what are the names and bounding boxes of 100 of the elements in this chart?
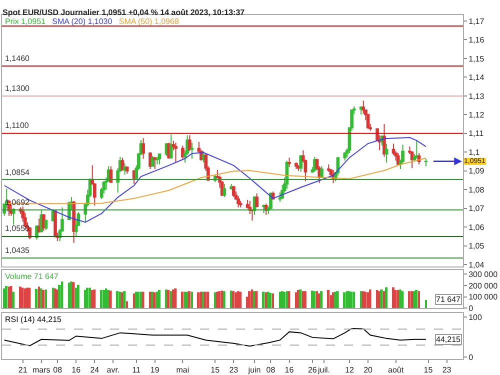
candlestick	[222, 184, 226, 198]
bar	[42, 290, 45, 308]
candlestick	[123, 162, 126, 176]
series-label: Volume 71 647	[5, 272, 59, 281]
bar	[191, 292, 193, 308]
bar	[385, 287, 388, 308]
bar	[5, 286, 8, 308]
x-tick-label: 08	[53, 366, 63, 375]
bar	[8, 286, 10, 308]
y-tick-label: 0	[468, 304, 474, 313]
y-tick-label: 300 000	[468, 270, 498, 279]
bar	[184, 292, 186, 308]
bar	[401, 291, 404, 308]
x-tick-label: 11	[132, 366, 142, 375]
bar	[302, 291, 304, 308]
bar	[283, 292, 286, 308]
candlestick	[10, 204, 13, 216]
bar	[156, 292, 158, 308]
candlestick	[54, 210, 57, 238]
bar	[28, 288, 31, 308]
bar	[137, 292, 140, 308]
x-tick-label: 24	[90, 366, 100, 375]
bar	[188, 291, 191, 308]
bar	[408, 291, 411, 308]
y-tick-label: 1,17	[468, 16, 485, 26]
y-tick-label: 1,07	[468, 204, 485, 214]
candlestick	[44, 219, 48, 230]
text: RSI (14) 44,215	[5, 315, 62, 324]
bar	[153, 292, 156, 308]
candlestick	[153, 156, 157, 170]
candlestick	[72, 200, 76, 244]
candlestick	[320, 166, 324, 178]
candlestick	[238, 200, 242, 208]
bar	[197, 292, 200, 308]
bar	[133, 293, 135, 308]
x-tick-label: 16	[284, 366, 294, 375]
y-tick-label: 1,1	[468, 148, 480, 157]
ref-line-label: 1,1300	[5, 84, 30, 93]
ref-line-label: 1,0435	[5, 246, 30, 255]
bar	[45, 289, 47, 308]
bar	[58, 284, 61, 308]
bar	[158, 290, 160, 308]
bar	[77, 284, 80, 308]
bar	[320, 291, 323, 308]
y-tick-label: 100	[468, 313, 482, 322]
bar	[353, 292, 356, 308]
bar	[21, 288, 24, 308]
bar	[116, 291, 119, 308]
candlestick	[232, 185, 236, 198]
bar	[10, 286, 12, 308]
bar	[369, 289, 372, 308]
bar	[235, 292, 237, 308]
candlestick	[190, 142, 194, 160]
bar	[174, 288, 177, 308]
bar	[52, 288, 54, 308]
bar	[286, 291, 288, 308]
bar	[72, 282, 75, 308]
y-tick-label: 1,08	[468, 185, 485, 194]
bar	[109, 290, 112, 308]
candlestick	[142, 138, 145, 160]
bar	[89, 288, 91, 308]
text: SMA (20) 1,1030	[52, 17, 113, 26]
bar	[411, 291, 413, 308]
bar	[272, 293, 274, 308]
line-series	[4, 328, 426, 347]
x-tick-label: 26	[308, 366, 318, 375]
bar	[38, 286, 40, 308]
x-tick-label: 21	[18, 366, 28, 375]
bar	[364, 292, 367, 308]
bar	[360, 291, 362, 308]
ref-line-label: 1,1100	[5, 121, 30, 130]
bar	[218, 291, 221, 308]
bar	[103, 290, 105, 308]
candlestick	[424, 158, 428, 167]
candlestick	[236, 196, 240, 208]
y-tick-label: 1,04	[468, 260, 485, 270]
candlestick	[156, 156, 159, 165]
bar	[239, 292, 242, 308]
x-tick-label: mai	[176, 366, 190, 375]
text: Prix 1,0951	[5, 17, 46, 26]
x-tick-label: mars	[32, 366, 50, 375]
line-series	[4, 137, 426, 223]
candlestick	[109, 166, 113, 184]
x-tick-label: avr.	[106, 366, 120, 375]
candlestick	[396, 152, 400, 165]
y-tick-label: 200 000	[468, 281, 498, 290]
annotation: 71 647	[436, 295, 462, 304]
x-tick-label: 16	[72, 366, 82, 375]
y-tick-label: 1,12	[468, 110, 485, 120]
x-tick-label: 20	[364, 366, 374, 375]
candlestick	[343, 152, 347, 162]
bar	[316, 291, 318, 308]
bar	[299, 289, 302, 308]
y-tick-label: 0	[468, 352, 474, 362]
bar	[418, 291, 420, 308]
candlestick	[326, 164, 330, 172]
annotation: 44,215	[436, 335, 462, 344]
y-tick-label: 1,05	[468, 242, 485, 251]
bar	[12, 292, 15, 308]
bar	[343, 292, 346, 308]
